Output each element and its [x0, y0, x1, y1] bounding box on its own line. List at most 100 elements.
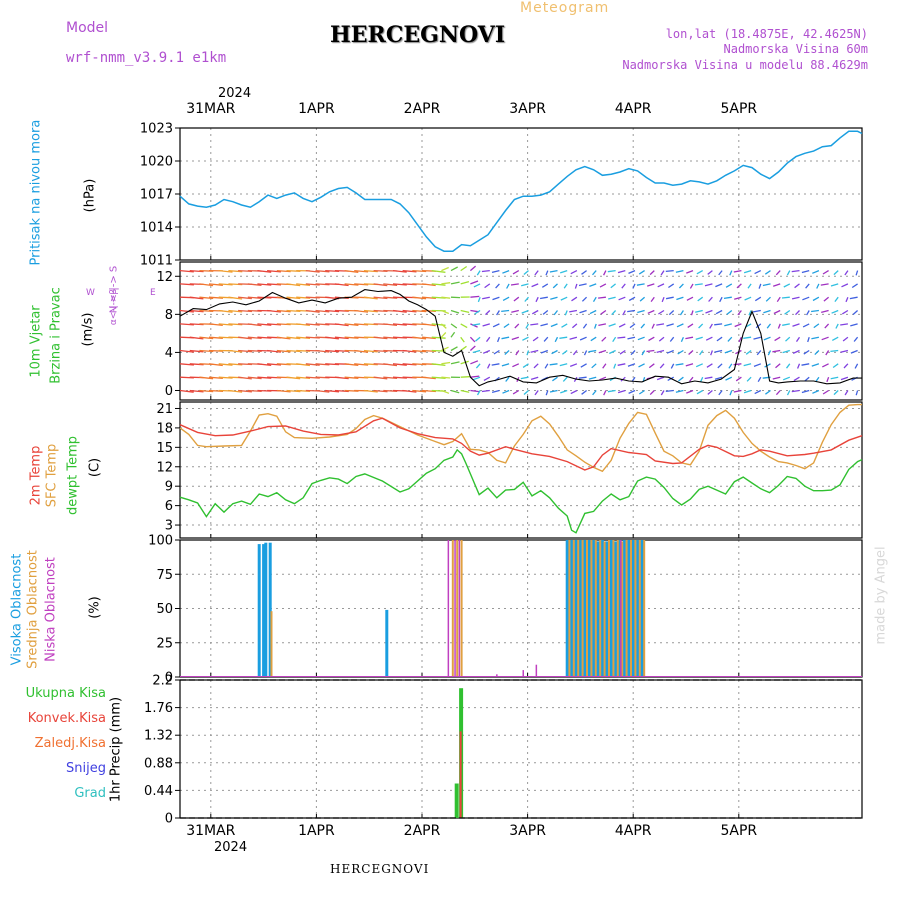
wind-vector-mark	[450, 309, 460, 314]
wind-vector-mark	[344, 336, 359, 339]
wind-vector-mark	[752, 309, 761, 313]
wind-vector-mark	[363, 269, 378, 273]
wind-vector-mark	[431, 269, 446, 273]
wind-vector-mark	[483, 376, 491, 381]
wind-vector-mark	[474, 309, 481, 315]
wind-vector-mark	[392, 283, 407, 286]
high-cloud-bar	[570, 540, 574, 677]
low-cloud-bar	[447, 540, 450, 677]
wind-vector-mark	[628, 296, 636, 302]
wind-vector-mark	[782, 376, 791, 381]
wind-vector-mark	[514, 323, 520, 329]
model-altitude-label: Nadmorska Visina u modelu 88.4629m	[622, 58, 868, 72]
day-label-bottom: 4APR	[614, 823, 652, 839]
wind-vector-mark	[853, 336, 859, 342]
wind-vector-mark	[562, 376, 568, 382]
wind-vector-mark	[199, 349, 214, 353]
high-cloud-bar	[640, 540, 644, 677]
wind-vector-mark	[392, 363, 407, 366]
mid-cloud-bar	[621, 541, 624, 677]
wind-vector-mark	[696, 270, 704, 275]
wind-vector-mark	[840, 376, 849, 381]
wind-vector-mark	[603, 270, 607, 276]
wind-vector-mark	[801, 269, 810, 274]
low-cloud-bar	[454, 540, 456, 677]
wind-vector-mark	[542, 309, 549, 315]
wind-vector-mark	[675, 269, 684, 273]
high-cloud-bar	[600, 540, 604, 677]
wind-vector-mark	[763, 336, 771, 341]
wind-vector-mark	[354, 323, 369, 326]
mid-cloud-bar	[630, 540, 632, 677]
wind-vector-mark	[593, 323, 597, 329]
wind-vector-mark	[523, 270, 529, 275]
wind-vector-mark	[421, 376, 436, 380]
wind-vector-mark	[431, 376, 446, 379]
wind-vector-mark	[851, 283, 858, 289]
wind-vector-mark	[492, 323, 500, 328]
wind-vector-mark	[811, 363, 820, 367]
wind-vector-mark	[247, 389, 262, 393]
wind-vector-mark	[208, 283, 223, 286]
wind-vector-mark	[218, 363, 233, 366]
wind-vector-mark	[612, 336, 617, 343]
wind-vector-mark	[690, 310, 694, 316]
pressure-tick-label: 1017	[140, 188, 173, 203]
wind-vector-mark	[794, 283, 800, 289]
wind-vector-mark	[638, 363, 645, 368]
high-cloud-bar	[614, 541, 618, 677]
wind-vector-mark	[632, 283, 636, 289]
wind-vector-mark	[725, 376, 733, 381]
legend-hail: Grad	[74, 786, 106, 801]
page-title: HERCEGNOVI	[330, 22, 506, 48]
wind-vector-mark	[503, 323, 510, 329]
temp-tick-label: 9	[165, 480, 173, 495]
wind-vector-mark	[208, 376, 223, 380]
wind-vector-mark	[189, 296, 204, 300]
wind-vector-mark	[228, 349, 243, 353]
wind-vector-mark	[491, 363, 500, 366]
wind-vector-mark	[228, 309, 243, 313]
pressure-tick-label: 1023	[140, 122, 173, 137]
wind-vector-mark	[775, 270, 781, 276]
wind-vector-mark	[734, 323, 742, 328]
wind-vector-mark	[199, 389, 214, 393]
wind-vector-mark	[754, 270, 762, 275]
wind-vector-mark	[315, 363, 330, 366]
wind-vector-mark	[208, 323, 223, 327]
lonlat-label: lon,lat (18.4875E, 42.4625N)	[665, 27, 868, 41]
wind-vector-mark	[658, 336, 665, 342]
wind-vector-mark	[581, 270, 587, 275]
wind-vector-mark	[247, 283, 262, 287]
wind-vector-mark	[813, 323, 820, 329]
wind-vector-mark	[783, 283, 791, 288]
wind-vector-mark	[826, 376, 830, 383]
temp-tick-label: 18	[156, 421, 173, 436]
wind-vector-mark	[782, 323, 790, 326]
wind-vector-mark	[450, 331, 456, 338]
wind-vector-mark	[795, 336, 801, 342]
wind-vector-mark	[824, 323, 830, 329]
wind-vector-mark	[735, 376, 742, 382]
wind-vector-mark	[543, 336, 549, 342]
wind-vector-mark	[611, 310, 617, 316]
altitude-label: Nadmorska Visina 60m	[723, 42, 869, 56]
wind-vector-mark	[822, 363, 829, 368]
wind-vector-mark	[569, 309, 578, 313]
mid-cloud-bar	[590, 540, 593, 677]
wind-vector-mark	[830, 349, 839, 353]
wind-vector-mark	[531, 309, 539, 315]
wind-vector-mark	[238, 336, 252, 340]
wind-vector-mark	[238, 389, 252, 393]
panel-frame	[179, 679, 863, 819]
wind-vector-mark	[569, 336, 578, 340]
wind-vector-mark	[441, 266, 449, 272]
wind-vector-mark	[218, 283, 233, 286]
wind-vector-mark	[678, 376, 684, 382]
wind-vector-mark	[469, 336, 476, 343]
wind-vector-mark	[218, 269, 233, 273]
dewpoint-line	[179, 448, 863, 534]
wind-vector-mark	[354, 309, 369, 313]
wind-vector-mark	[559, 363, 568, 367]
temp-tick-label: 3	[165, 519, 173, 534]
